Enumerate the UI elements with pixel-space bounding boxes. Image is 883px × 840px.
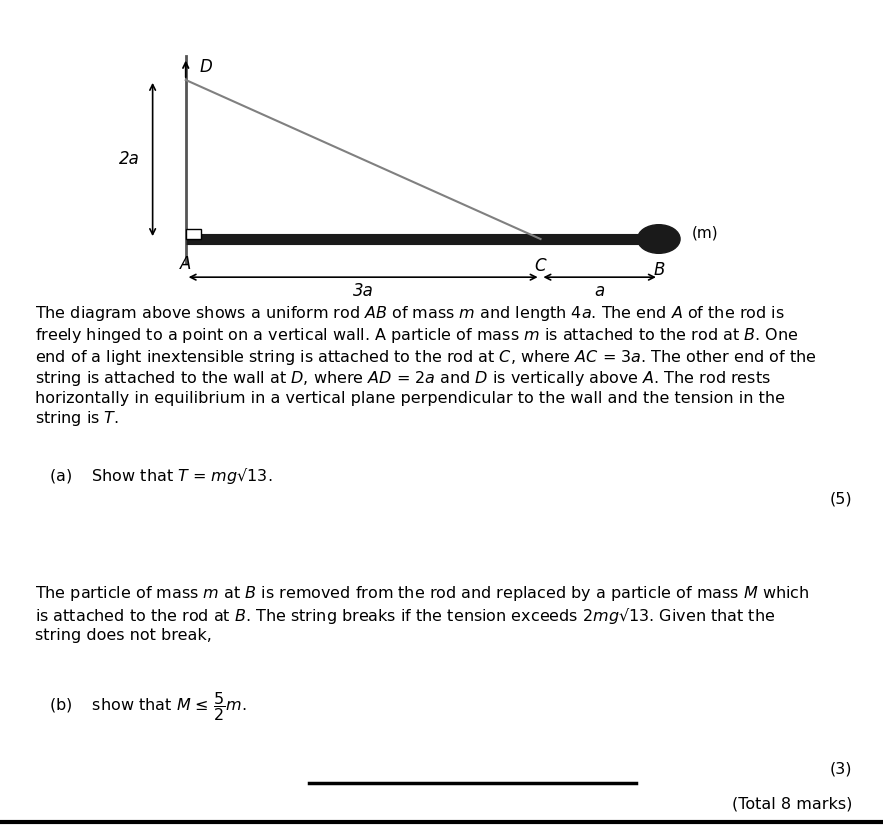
Text: C: C <box>535 256 547 275</box>
Text: 3a: 3a <box>352 281 374 300</box>
Text: 2a: 2a <box>118 150 140 169</box>
Text: (5): (5) <box>829 491 852 507</box>
Text: (3): (3) <box>830 762 852 777</box>
Bar <box>185 228 201 239</box>
Text: a: a <box>594 281 605 300</box>
Text: (Total 8 marks): (Total 8 marks) <box>732 796 852 811</box>
Circle shape <box>638 224 680 254</box>
Text: The particle of mass $m$ at $B$ is removed from the rod and replaced by a partic: The particle of mass $m$ at $B$ is remov… <box>35 584 810 643</box>
Text: D: D <box>200 58 213 76</box>
Text: A: A <box>180 255 192 273</box>
Text: (m): (m) <box>692 225 719 240</box>
Text: The diagram above shows a uniform rod $AB$ of mass $m$ and length 4$a$. The end : The diagram above shows a uniform rod $A… <box>35 304 817 428</box>
Text: B: B <box>653 261 665 279</box>
Text: (a)    Show that $T$ = $mg$√13.: (a) Show that $T$ = $mg$√13. <box>49 466 272 486</box>
Text: (b)    show that $M$ ≤ $\dfrac{5}{2}$$m$.: (b) show that $M$ ≤ $\dfrac{5}{2}$$m$. <box>49 690 246 723</box>
